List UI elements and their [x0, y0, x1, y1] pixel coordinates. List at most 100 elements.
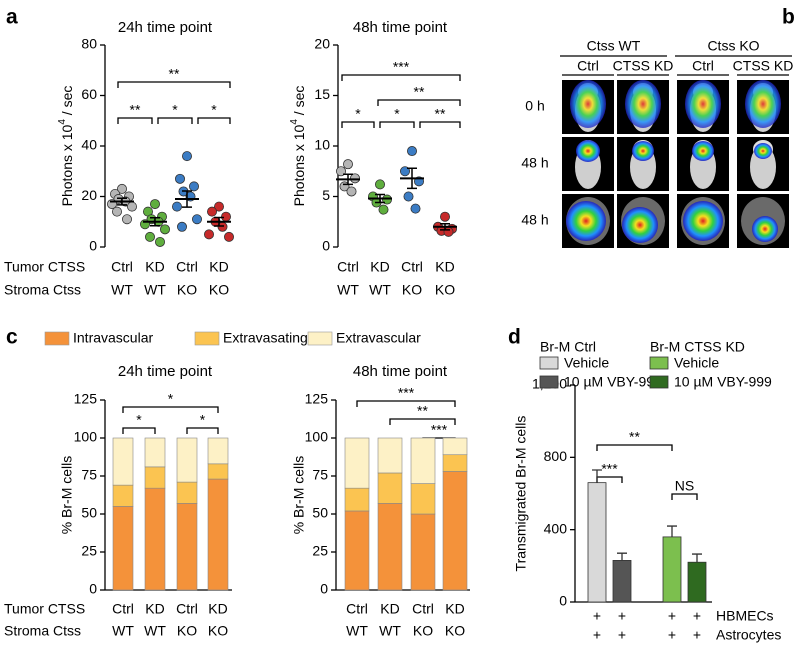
- bar-segment: [112, 437, 134, 486]
- data-point: [122, 214, 133, 225]
- bar-segment: [377, 503, 403, 591]
- x-tick-label-2: WT: [144, 282, 166, 298]
- column-header: Ctrl: [577, 58, 599, 74]
- significance-label: *: [394, 106, 400, 122]
- data-point: [188, 181, 199, 192]
- bar-segment: [207, 437, 229, 465]
- significance-label: *: [168, 391, 174, 407]
- x-tick-label-2: WT: [369, 282, 391, 298]
- bar-segment: [344, 510, 370, 591]
- y-tick-label: 125: [305, 391, 329, 407]
- condition-mark: +: [618, 608, 626, 624]
- row-label: Stroma Ctss: [4, 623, 81, 639]
- y-axis-label-rest: / sec: [59, 86, 75, 119]
- row-label: Tumor CTSS: [4, 259, 85, 275]
- data-point: [206, 206, 217, 217]
- data-point: [117, 183, 128, 194]
- data-point: [220, 211, 231, 222]
- y-tick-label: 0: [320, 581, 328, 597]
- significance-label: *: [211, 102, 217, 118]
- sem-bar: [150, 216, 160, 227]
- x-tick-label: Ctrl: [412, 601, 434, 617]
- legend-swatch: [44, 331, 70, 346]
- y-tick-label: 800: [544, 448, 568, 464]
- significance-label: NS: [675, 478, 694, 494]
- column-header: CTSS KD: [613, 58, 674, 74]
- bar-segment: [344, 487, 370, 512]
- sem-bar: [440, 223, 450, 231]
- data-point: [349, 173, 360, 184]
- significance-bracket: [117, 81, 231, 88]
- x-tick-label: KD: [435, 259, 454, 275]
- legend-label: Vehicle: [674, 355, 719, 371]
- x-tick-label-2: KO: [435, 282, 455, 298]
- data-point: [346, 186, 357, 197]
- x-tick-label: Ctrl: [176, 601, 198, 617]
- bar: [662, 536, 682, 603]
- y-tick-label: 50: [81, 505, 97, 521]
- y-tick-label: 75: [81, 467, 97, 483]
- y-tick-label: 5: [322, 187, 330, 203]
- bar: [612, 560, 632, 603]
- chart-title: 48h time point: [353, 363, 448, 380]
- data-point: [203, 229, 214, 240]
- condition-label: Astrocytes: [716, 627, 781, 643]
- signal: [622, 207, 658, 243]
- bar-segment: [176, 503, 198, 591]
- x-tick-label: KD: [145, 259, 164, 275]
- bar-segment: [442, 454, 468, 472]
- panel-letter: a: [6, 6, 18, 29]
- signal: [566, 201, 606, 241]
- y-tick-label: 75: [312, 467, 328, 483]
- legend-label: 10 µM VBY-999: [564, 374, 662, 390]
- y-tick-label: 10: [314, 137, 330, 153]
- x-tick-label-2: WT: [346, 623, 368, 639]
- column-header: Ctrl: [692, 58, 714, 74]
- x-tick-label-2: KO: [177, 623, 197, 639]
- significance-bracket: [157, 117, 193, 124]
- data-point: [342, 159, 353, 170]
- error-bar: [667, 525, 677, 537]
- significance-label: **: [130, 102, 141, 118]
- panel-letter: d: [508, 326, 521, 349]
- y-axis-label-sup: 4: [289, 119, 300, 125]
- chart-title: 24h time point: [118, 363, 213, 380]
- bar-segment: [144, 466, 166, 489]
- significance-label: *: [200, 412, 206, 428]
- bar-segment: [176, 481, 198, 504]
- significance-bracket: [596, 476, 623, 483]
- x-tick-label-2: KO: [209, 282, 229, 298]
- significance-label: ***: [398, 385, 415, 401]
- x-tick-label: Ctrl: [176, 259, 198, 275]
- data-point: [403, 191, 414, 202]
- x-tick-label: Ctrl: [337, 259, 359, 275]
- x-tick-label: KD: [380, 601, 399, 617]
- x-tick-label-2: KO: [402, 282, 422, 298]
- legend-group-title: Br-M CTSS KD: [650, 339, 745, 355]
- bar-segment: [112, 484, 134, 507]
- group-header: Ctss WT: [587, 38, 641, 54]
- significance-label: ***: [431, 422, 448, 438]
- significance-bracket: [122, 406, 219, 413]
- significance-label: ***: [393, 59, 410, 75]
- y-axis-label: Photons x 104 / sec: [57, 86, 75, 207]
- row-label: 0 h: [525, 98, 544, 114]
- bar-segment: [442, 437, 468, 456]
- bar-segment: [344, 437, 370, 489]
- significance-bracket: [117, 117, 153, 124]
- sem-bar: [117, 197, 127, 206]
- data-point: [181, 151, 192, 162]
- condition-mark: +: [593, 627, 601, 643]
- y-axis-label: Photons x 104 / sec: [289, 86, 307, 207]
- data-point: [154, 236, 165, 247]
- data-point: [213, 201, 224, 212]
- signal: [745, 80, 781, 128]
- bar-segment: [207, 478, 229, 591]
- y-tick-label: 100: [305, 429, 329, 445]
- significance-bracket: [356, 400, 456, 407]
- data-point: [439, 211, 450, 222]
- x-tick-label: KD: [209, 259, 228, 275]
- x-tick-label: Ctrl: [346, 601, 368, 617]
- condition-mark: +: [618, 627, 626, 643]
